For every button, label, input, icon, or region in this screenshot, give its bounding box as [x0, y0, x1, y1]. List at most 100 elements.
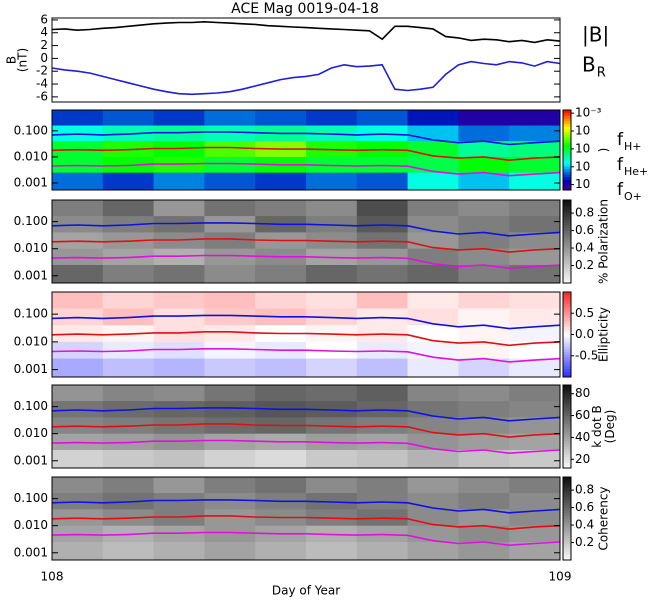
heatmap-cell: [204, 232, 256, 250]
colorbar-step: [563, 131, 571, 135]
colorbar-step: [563, 515, 571, 519]
heatmap-cell: [458, 216, 510, 233]
heatmap-cell: [509, 308, 560, 326]
colorbar-step: [563, 260, 571, 265]
colorbar-step: [563, 171, 571, 175]
colorbar-label: Ellipticity: [597, 307, 611, 362]
series-line: [52, 222, 560, 237]
colorbar-tick-label: 0.8: [575, 206, 594, 220]
heatmap-cell: [509, 358, 560, 377]
colorbar-step: [563, 407, 571, 411]
heatmap-cell: [407, 358, 459, 377]
heatmap-cell: [153, 385, 205, 402]
colorbar-step: [563, 340, 571, 344]
heatmap-cell: [306, 292, 358, 309]
colorbar-step: [563, 334, 571, 338]
heatmap-cell: [204, 200, 256, 217]
legend-label: |B|: [582, 23, 609, 47]
heatmap-cell: [356, 541, 409, 560]
y-tick-label: 0.001: [14, 362, 48, 376]
colorbar-frame: [562, 109, 572, 191]
colorbar-step: [563, 205, 571, 209]
colorbar-step: [563, 351, 571, 355]
heatmap-cell: [407, 417, 459, 435]
heatmap-cell: [153, 525, 205, 543]
panel-frame: [51, 291, 561, 378]
series-line: [52, 331, 560, 347]
heatmap-cell: [204, 493, 256, 510]
plot-area: [52, 110, 560, 190]
panel-frame: [51, 17, 561, 103]
colorbar-step: [563, 465, 571, 469]
plot-area: [52, 200, 560, 283]
colorbar-step: [563, 152, 571, 156]
colorbar-step: [563, 354, 571, 358]
colorbar-step: [563, 126, 571, 130]
colorbar-tick-label: 10: [575, 141, 590, 155]
colorbar-step: [563, 546, 571, 550]
colorbar-step: [563, 258, 571, 262]
heatmap-cell: [356, 358, 409, 377]
heatmap-cell: [102, 385, 155, 402]
heatmap-cell: [52, 172, 104, 190]
colorbar-step: [563, 263, 571, 267]
heatmap-cell: [153, 417, 205, 435]
series-line: [52, 60, 560, 96]
colorbar-step: [563, 337, 571, 341]
colorbar-step: [563, 429, 571, 433]
y-axis-label: B: [5, 56, 19, 64]
colorbar-tick-label: -0.5: [575, 348, 598, 362]
colorbar-step: [563, 454, 571, 458]
heatmap-cell: [458, 172, 510, 190]
series-line: [52, 131, 560, 146]
heatmap-cell: [153, 156, 205, 174]
heatmap-cell: [509, 264, 560, 283]
x-tick-label: 108: [41, 570, 64, 584]
legend-subscript: He+: [624, 165, 648, 178]
heatmap-cell: [306, 541, 358, 560]
colorbar-step: [563, 409, 571, 414]
colorbar-step: [563, 348, 571, 352]
y-tick-label: -6: [36, 89, 48, 103]
colorbar-step: [563, 540, 571, 544]
colorbar-step: [563, 501, 571, 506]
heatmap-cell: [407, 449, 459, 468]
heatmap-cell: [255, 385, 307, 402]
x-axis-label: Day of Year: [272, 584, 340, 598]
heatmap-cell: [458, 325, 510, 343]
heatmap-cell: [509, 417, 560, 435]
colorbar-step: [563, 216, 571, 220]
y-tick-label: 0.100: [14, 399, 48, 413]
heatmap-cell: [204, 292, 256, 309]
heatmap-cell: [407, 200, 459, 217]
y-tick-label: 2: [40, 38, 48, 52]
colorbar-step: [563, 300, 571, 304]
heatmap-cell: [153, 493, 205, 510]
colorbar-step: [563, 255, 571, 259]
x-tick-label: 109: [549, 570, 572, 584]
heatmap-cell: [204, 477, 256, 494]
colorbar-step: [563, 266, 571, 270]
colorbar-step: [563, 548, 571, 553]
heatmap-cell: [255, 477, 307, 494]
plot-area: [52, 385, 560, 468]
heatmap-cell: [153, 232, 205, 250]
y-tick-label: 0.001: [14, 453, 48, 467]
panel-frame: [51, 199, 561, 284]
colorbar-step: [563, 532, 571, 536]
heatmap-cell: [407, 541, 459, 560]
heatmap-cell: [407, 264, 459, 283]
y-tick-label: 6: [40, 12, 48, 26]
colorbar-step: [563, 362, 571, 367]
colorbar-step: [563, 496, 571, 500]
heatmap-cell: [204, 141, 256, 158]
heatmap-cell: [407, 385, 459, 402]
colorbar-step: [563, 385, 571, 389]
heatmap-cell: [458, 433, 510, 451]
colorbar-step: [563, 174, 571, 178]
series-line: [52, 146, 560, 162]
colorbar-step: [563, 213, 571, 218]
colorbar-step: [563, 118, 571, 122]
series-line: [52, 407, 560, 422]
colorbar-step: [563, 557, 571, 561]
